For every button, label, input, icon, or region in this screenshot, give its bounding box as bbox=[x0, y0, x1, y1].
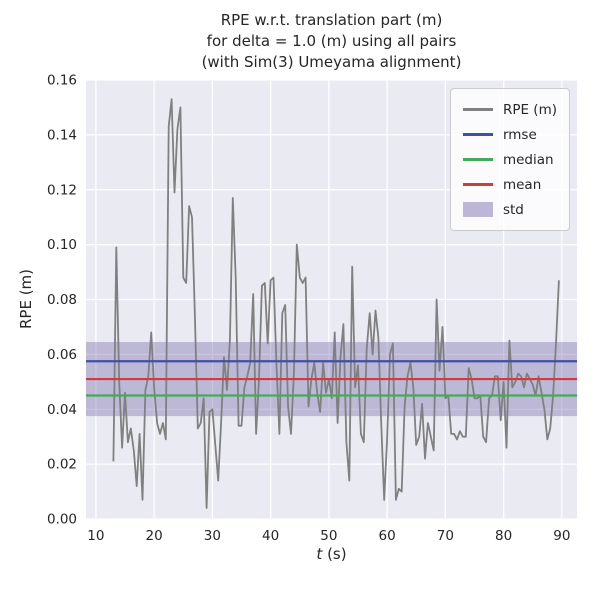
legend-box: RPE (m) rmse median mean std bbox=[449, 88, 570, 231]
legend-item-mean: mean bbox=[462, 172, 557, 197]
x-tick-label: 60 bbox=[379, 528, 396, 544]
y-tick-label: 0.06 bbox=[47, 347, 77, 363]
chart-title: RPE w.r.t. translation part (m) for delt… bbox=[86, 10, 577, 73]
y-tick-label: 0.12 bbox=[47, 182, 77, 198]
legend-item-std: std bbox=[462, 197, 557, 222]
rpe-line bbox=[112, 98, 560, 509]
legend-swatch-line bbox=[462, 133, 493, 136]
x-tick-label: 10 bbox=[87, 528, 104, 544]
x-tick-label: 40 bbox=[262, 528, 279, 544]
x-axis-label: t (s) bbox=[86, 545, 577, 563]
y-tick-label: 0.00 bbox=[47, 512, 77, 528]
chart-title-line-3: (with Sim(3) Umeyama alignment) bbox=[201, 53, 462, 71]
legend-label: mean bbox=[502, 176, 542, 193]
x-tick-label: 70 bbox=[437, 528, 454, 544]
x-tick-label: 80 bbox=[495, 528, 512, 544]
chart-title-line-2: for delta = 1.0 (m) using all pairs bbox=[206, 32, 457, 50]
x-tick-label: 90 bbox=[553, 528, 570, 544]
x-tick-label: 20 bbox=[146, 528, 163, 544]
legend-swatch-line bbox=[462, 158, 493, 161]
legend-label: rmse bbox=[502, 126, 537, 143]
legend-swatch-patch bbox=[462, 202, 493, 217]
legend-swatch-line bbox=[462, 183, 493, 186]
x-tick-label: 30 bbox=[204, 528, 221, 544]
y-axis-label: RPE (m) bbox=[17, 268, 35, 330]
y-tick-label: 0.08 bbox=[47, 292, 77, 308]
legend-label: RPE (m) bbox=[502, 101, 557, 118]
y-tick-label: 0.16 bbox=[47, 73, 77, 89]
x-axis-label-unit: (s) bbox=[322, 545, 347, 563]
legend-swatch-line bbox=[462, 108, 493, 111]
y-tick-label: 0.02 bbox=[47, 457, 77, 473]
legend-item-rmse: rmse bbox=[462, 122, 557, 147]
chart-title-line-1: RPE w.r.t. translation part (m) bbox=[220, 11, 443, 29]
y-tick-label: 0.04 bbox=[47, 402, 77, 418]
legend-label: std bbox=[502, 201, 524, 218]
y-tick-label: 0.10 bbox=[47, 237, 77, 253]
legend-label: median bbox=[502, 151, 554, 168]
legend-item-median: median bbox=[462, 147, 557, 172]
x-axis-label-var: t bbox=[316, 545, 323, 563]
y-tick-label: 0.14 bbox=[47, 127, 77, 143]
legend-item-rpe-m: RPE (m) bbox=[462, 97, 557, 122]
x-tick-label: 50 bbox=[320, 528, 337, 544]
